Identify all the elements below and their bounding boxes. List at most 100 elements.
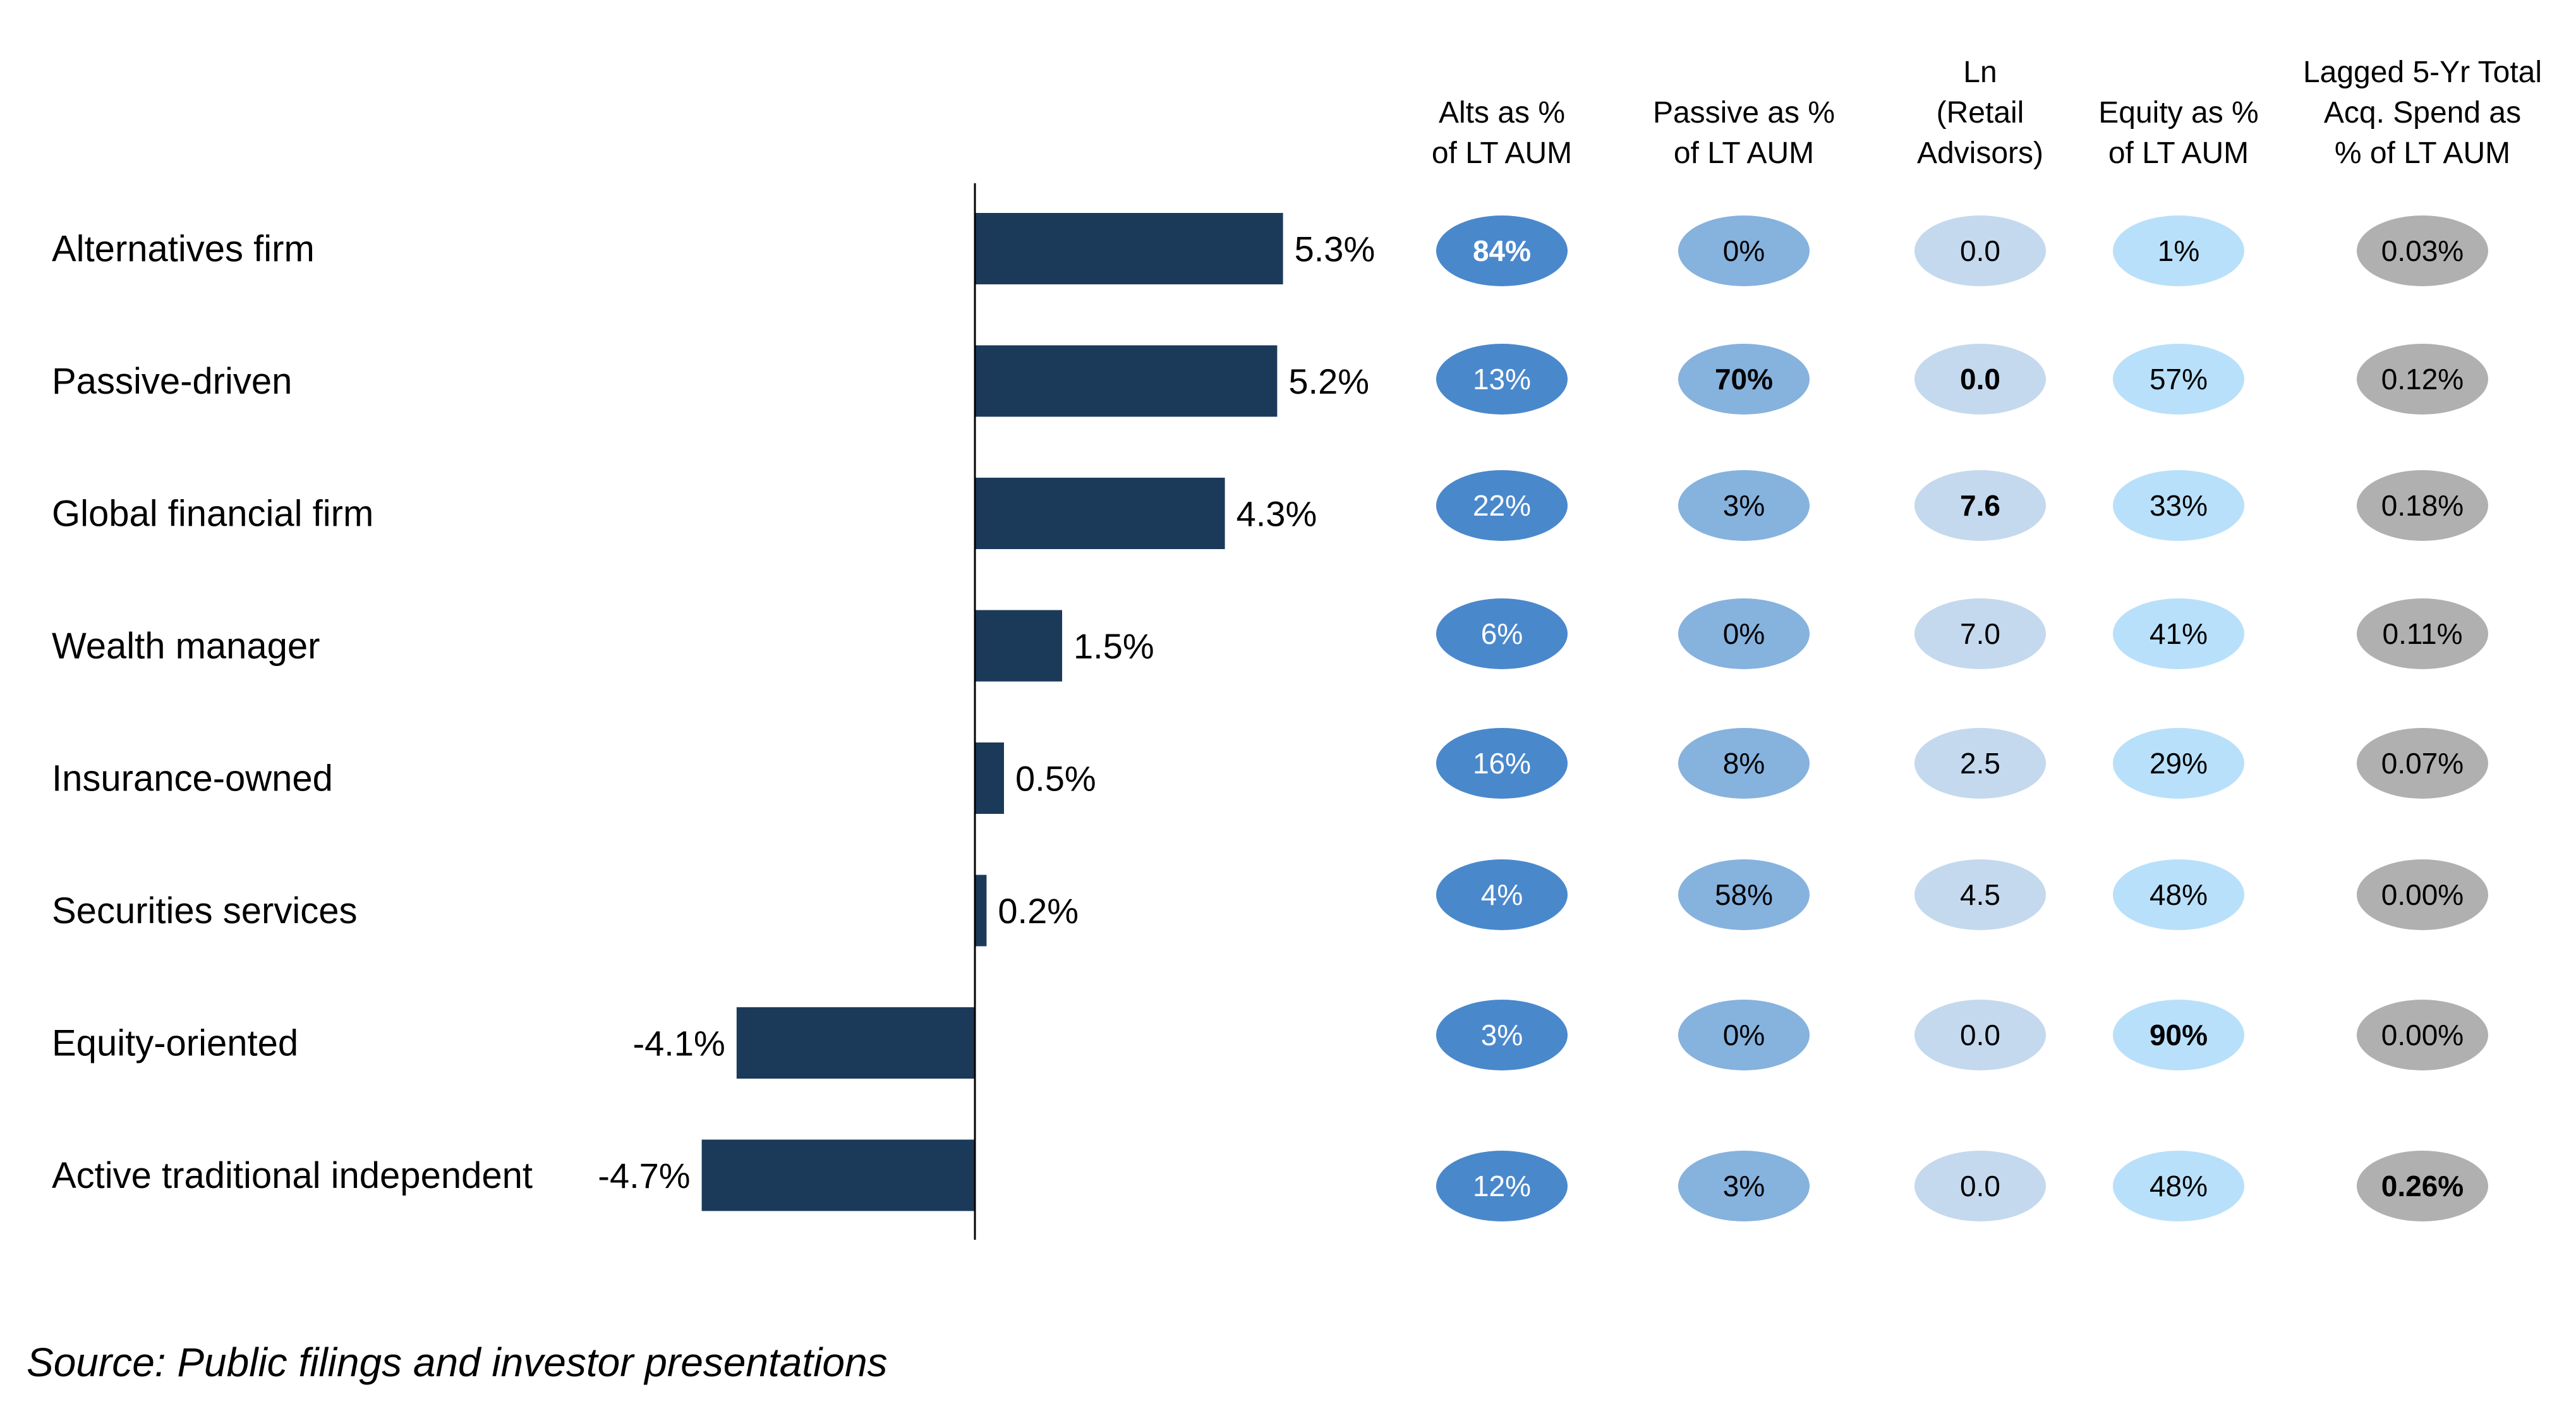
- table-headers: Alts as % of LT AUM Passive as % of LT AUM L…: [1432, 56, 2542, 170]
- table-cell-pill: [1678, 470, 1810, 541]
- table-cell-value: 48%: [2150, 878, 2208, 911]
- table-cell-pill: [1678, 215, 1810, 286]
- table-cell-pill: [2113, 728, 2244, 799]
- column-header: of LT AUM: [1432, 136, 1572, 170]
- table-cell-value: 0.0: [1960, 1170, 2000, 1202]
- bar: [736, 1007, 975, 1079]
- table-cell-pill: [1914, 470, 2046, 541]
- category-label: Insurance-owned: [52, 758, 333, 799]
- table-cell-pill: [1678, 859, 1810, 930]
- category-label: Passive-driven: [52, 361, 292, 402]
- table-cell-pill: [2113, 470, 2244, 541]
- table-cell-pill: [2357, 598, 2488, 669]
- table-cell-pill: [2113, 344, 2244, 415]
- table-cell-pill: [1436, 215, 1568, 286]
- category-label: Equity-oriented: [52, 1023, 298, 1064]
- bar: [975, 345, 1278, 417]
- table-cell-pill: [2113, 859, 2244, 930]
- table-cell-value: 8%: [1723, 747, 1765, 780]
- table-cell-value: 13%: [1473, 363, 1531, 396]
- table-cell-value: 0.00%: [2381, 878, 2464, 911]
- category-labels: Alternatives firm Passive-driven Global fi…: [52, 229, 533, 1197]
- table-cell-value: 12%: [1473, 1170, 1531, 1202]
- table-cell-pill: [1914, 728, 2046, 799]
- bar: [975, 610, 1062, 682]
- bar: [975, 478, 1225, 549]
- source-note: Source: Public filings and investor pres…: [27, 1340, 888, 1385]
- table-cell-pill: [1914, 344, 2046, 415]
- table-cell-value: 6%: [1481, 617, 1523, 650]
- table-cell-value: 0.12%: [2381, 363, 2464, 396]
- table-cell-value: 0%: [1723, 617, 1765, 650]
- table-cell-pill: [1678, 1151, 1810, 1221]
- column-header: Alts as %: [1439, 96, 1565, 130]
- table-cell-pill: [2357, 1000, 2488, 1070]
- category-label: Securities services: [52, 890, 357, 931]
- table-cell-pill: [2357, 859, 2488, 930]
- table-cell-value: 2.5: [1960, 747, 2000, 780]
- table-cell-value: 90%: [2150, 1019, 2208, 1051]
- table-cell-pill: [1678, 344, 1810, 415]
- column-header: of LT AUM: [1674, 136, 1814, 170]
- table-cell-pill: [2357, 1151, 2488, 1221]
- table-cell-value: 4%: [1481, 878, 1523, 911]
- table-cell-value: 7.6: [1960, 489, 2000, 522]
- table-cell-pill: [1914, 1000, 2046, 1070]
- table-cell-pill: [2113, 215, 2244, 286]
- table-cell-value: 0.0: [1960, 1019, 2000, 1051]
- table-cell-pill: [1436, 470, 1568, 541]
- bar: [701, 1139, 975, 1211]
- table-cell-pill: [1914, 215, 2046, 286]
- table-cell-value: 1%: [2158, 234, 2199, 267]
- table-cell-value: 0.07%: [2381, 747, 2464, 780]
- category-label: Alternatives firm: [52, 229, 315, 270]
- data-label: 0.2%: [998, 891, 1079, 931]
- table-cell-pill: [1436, 1151, 1568, 1221]
- column-header: Lagged 5-Yr Total: [2303, 56, 2542, 89]
- table-cell-value: 58%: [1715, 878, 1773, 911]
- table-cell-value: 84%: [1473, 234, 1531, 267]
- table-cell-pill: [1678, 598, 1810, 669]
- table-cell-pill: [2113, 1151, 2244, 1221]
- table-cell-pill: [1678, 1000, 1810, 1070]
- table-cell-value: 0%: [1723, 1019, 1765, 1051]
- table-cell-pill: [1914, 1151, 2046, 1221]
- data-label: 1.5%: [1073, 626, 1154, 666]
- bar: [975, 875, 987, 947]
- table-cell-value: 0.26%: [2381, 1170, 2464, 1202]
- column-header: % of LT AUM: [2335, 136, 2510, 170]
- table-cell-value: 0.18%: [2381, 489, 2464, 522]
- table-cell-value: 4.5: [1960, 878, 2000, 911]
- table-cell-value: 0.0: [1960, 363, 2000, 396]
- category-label: Global financial firm: [52, 494, 373, 535]
- table-cell-pill: [2357, 215, 2488, 286]
- table-cell-pill: [2357, 470, 2488, 541]
- data-label: 4.3%: [1237, 494, 1317, 534]
- table-cell-pill: [2113, 598, 2244, 669]
- bar: [975, 742, 1004, 814]
- column-header: Equity as %: [2098, 96, 2258, 130]
- table-cell-value: 0%: [1723, 234, 1765, 267]
- table-cell-pill: [1678, 728, 1810, 799]
- data-label: 5.2%: [1288, 361, 1369, 401]
- table-cell-pill: [2357, 728, 2488, 799]
- table-cell-value: 0.0: [1960, 234, 2000, 267]
- table-cell-value: 16%: [1473, 747, 1531, 780]
- table-cell-pill: [1436, 598, 1568, 669]
- table-cell-value: 70%: [1715, 363, 1773, 396]
- column-header: Advisors): [1917, 136, 2043, 170]
- table-cell-value: 3%: [1723, 1170, 1765, 1202]
- table-cell-pill: [1914, 859, 2046, 930]
- table-cell-pill: [1436, 728, 1568, 799]
- category-label: Active traditional independent: [52, 1155, 533, 1196]
- table-cell-value: 3%: [1723, 489, 1765, 522]
- table-cell-value: 48%: [2150, 1170, 2208, 1202]
- table-cell-pill: [1914, 598, 2046, 669]
- table-cell-value: 0.11%: [2382, 617, 2462, 650]
- column-header: of LT AUM: [2108, 136, 2249, 170]
- table-cell-pill: [2357, 344, 2488, 415]
- value-labels: 5.3% 5.2% 4.3% 1.5% 0.5% 0.2% -4.1% -4.7%: [598, 229, 1375, 1196]
- data-label: -4.1%: [633, 1024, 725, 1063]
- table-cell-pill: [1436, 859, 1568, 930]
- table-cell-value: 3%: [1481, 1019, 1523, 1051]
